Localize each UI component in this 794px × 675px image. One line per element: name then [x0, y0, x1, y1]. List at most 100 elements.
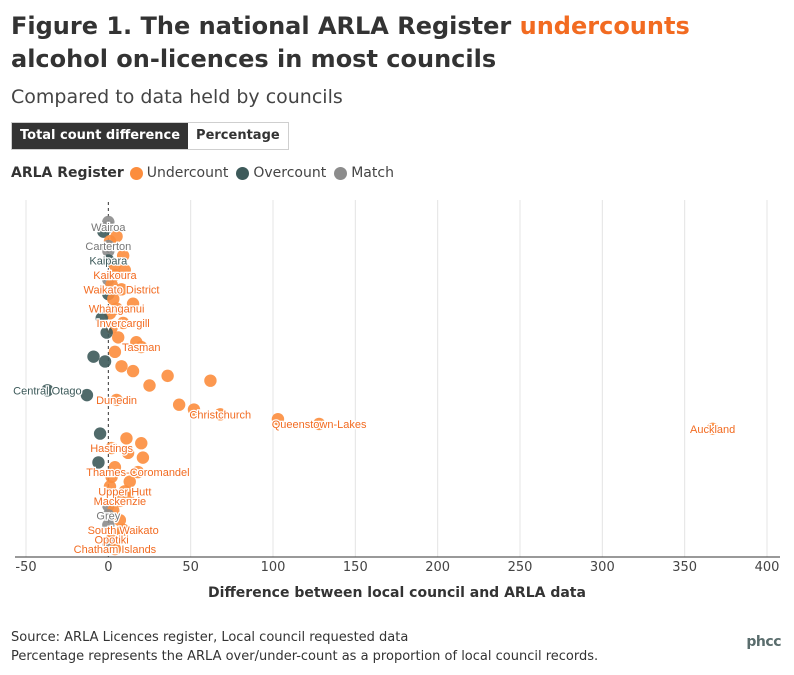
data-point [41, 384, 54, 397]
data-point [214, 408, 227, 421]
data-point [118, 263, 131, 277]
data-point [123, 475, 136, 488]
x-tick-label: 200 [425, 560, 450, 575]
legend-item-overcount[interactable]: Overcount [236, 165, 326, 181]
data-point [126, 297, 140, 310]
point-label: Thames-Coromandel [86, 467, 189, 479]
point-label: Grey [96, 510, 120, 522]
match-dot-icon [334, 166, 348, 180]
point-label: Invercargill [97, 318, 150, 330]
point-label: Queenstown-Lakes [272, 419, 367, 431]
legend-title: ARLA Register [11, 165, 124, 181]
x-tick-label: 300 [590, 560, 615, 575]
data-point [135, 340, 148, 354]
data-point [161, 369, 174, 383]
undercount-dot-icon [129, 166, 143, 180]
title-part2: alcohol on-licences in most councils [11, 45, 497, 73]
data-point [126, 364, 140, 378]
point-label: Christchurch [189, 409, 251, 421]
data-point [143, 379, 156, 392]
legend-item-match[interactable]: Match [334, 165, 394, 181]
data-point [97, 225, 110, 238]
legend-item-undercount[interactable]: Undercount [129, 165, 229, 181]
point-label: Hastings [90, 443, 133, 455]
data-point [115, 283, 128, 296]
data-point [312, 417, 326, 431]
x-tick-label: -50 [15, 560, 36, 575]
point-label: Upper Hutt [98, 486, 151, 498]
data-point [92, 456, 105, 469]
x-tick-label: 250 [508, 560, 533, 575]
data-point [100, 326, 113, 339]
point-label: Auckland [690, 424, 735, 436]
data-point [105, 470, 118, 484]
view-toggle: Total count difference Percentage [11, 122, 289, 150]
data-point [131, 465, 145, 479]
data-point [136, 451, 150, 464]
tab-total-count-difference[interactable]: Total count difference [12, 123, 189, 149]
data-point [107, 292, 120, 306]
phcc-logo: phcc [746, 634, 781, 650]
data-point [113, 513, 127, 527]
data-point [172, 398, 186, 411]
x-tick-label: 100 [261, 560, 286, 575]
data-point [115, 360, 128, 373]
title-part1: Figure 1. The national ARLA Register [11, 12, 520, 40]
legend-label-undercount: Undercount [146, 165, 229, 181]
legend: ARLA Register Undercount Overcount Match [11, 165, 402, 181]
x-tick-label: 350 [672, 560, 697, 575]
point-label: Kaipara [89, 255, 128, 267]
data-point [108, 345, 122, 359]
data-point [116, 316, 130, 330]
point-label: Whanganui [89, 304, 145, 316]
overcount-dot-icon [236, 166, 250, 180]
data-point [87, 350, 100, 363]
data-point [105, 441, 118, 455]
data-point [105, 278, 118, 291]
point-label: Wairoa [91, 222, 126, 234]
x-tick-label: 50 [182, 560, 199, 575]
data-point [112, 331, 125, 344]
data-point [108, 259, 122, 272]
legend-label-overcount: Overcount [253, 165, 327, 181]
x-tick-label: 150 [343, 560, 368, 575]
data-point [110, 393, 123, 407]
data-point [116, 523, 130, 536]
data-point [102, 244, 115, 258]
data-point [108, 542, 122, 556]
data-point [271, 412, 285, 426]
x-tick-label: 0 [104, 560, 112, 575]
point-label: Waikato District [84, 284, 160, 296]
data-point [93, 427, 107, 440]
point-label: Tasman [122, 342, 161, 354]
source-line-2: Percentage represents the ARLA over/unde… [11, 649, 599, 664]
data-point [95, 311, 108, 325]
point-label: Opotiki [95, 534, 129, 546]
source-line-1: Source: ARLA Licences register, Local co… [11, 630, 409, 645]
data-point [102, 518, 115, 532]
data-point [102, 509, 115, 522]
point-label: Kaikoura [93, 270, 137, 282]
point-label: South Waikato [88, 525, 159, 537]
data-point [121, 446, 135, 460]
data-point [120, 432, 133, 445]
data-point [706, 422, 719, 435]
chart-title: Figure 1. The national ARLA Register und… [11, 10, 781, 76]
data-point [103, 480, 117, 493]
x-axis-label: Difference between local council and ARL… [208, 585, 586, 601]
legend-label-match: Match [351, 165, 394, 181]
data-point [113, 494, 127, 508]
chart-subtitle: Compared to data held by councils [11, 86, 343, 108]
x-tick-label: 400 [755, 560, 780, 575]
point-label: Central Otago [13, 385, 81, 397]
data-point [108, 461, 122, 474]
data-point [80, 388, 94, 402]
tab-percentage[interactable]: Percentage [188, 123, 288, 149]
title-highlight: undercounts [519, 12, 690, 40]
data-point [204, 374, 217, 387]
data-point [135, 437, 148, 450]
point-label: Mackenzie [94, 496, 147, 508]
point-label: Carterton [85, 241, 131, 253]
source-note: Source: ARLA Licences register, Local co… [11, 628, 598, 666]
data-point [116, 249, 130, 262]
